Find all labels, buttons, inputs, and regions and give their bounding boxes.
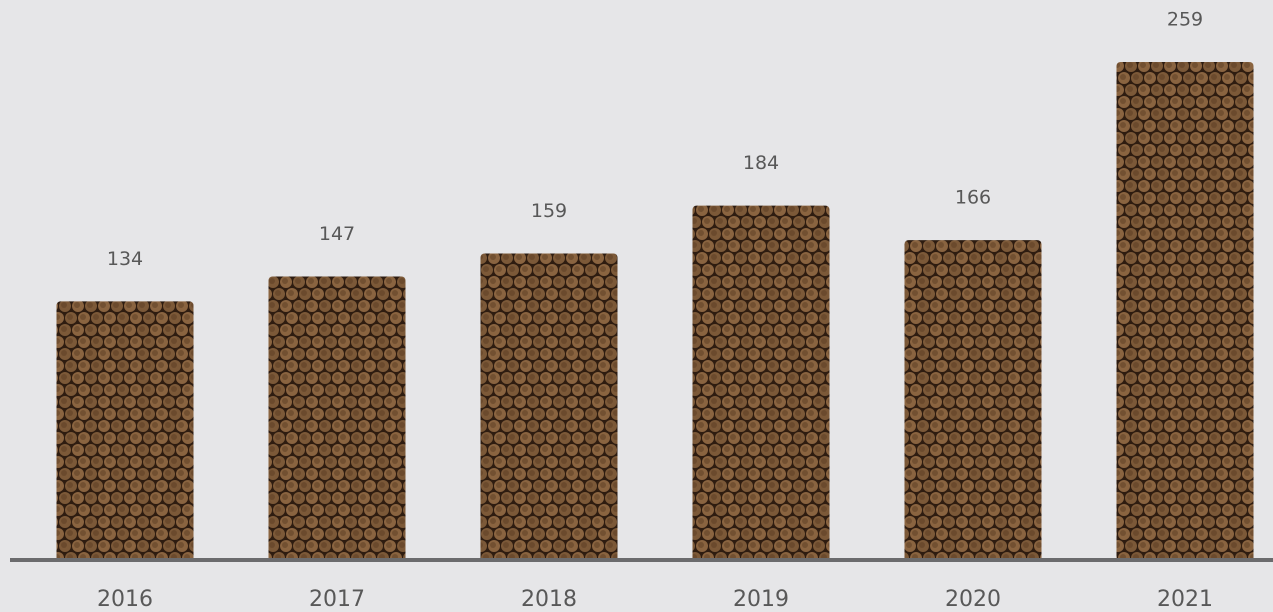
x-tick-label: 2020 [945, 587, 1001, 612]
value-label: 147 [319, 223, 355, 245]
value-label: 134 [107, 248, 143, 270]
bar [268, 276, 406, 562]
value-label: 184 [743, 152, 779, 174]
bar [480, 253, 618, 562]
value-label: 159 [531, 200, 567, 222]
bar [1116, 62, 1254, 562]
bar [692, 205, 830, 563]
x-tick-label: 2016 [97, 587, 153, 612]
bar [904, 240, 1042, 562]
bar [56, 301, 194, 562]
value-label: 259 [1167, 9, 1203, 31]
x-tick-label: 2019 [733, 587, 789, 612]
x-tick-label: 2017 [309, 587, 365, 612]
x-tick-label: 2021 [1157, 587, 1213, 612]
value-label: 166 [955, 187, 991, 209]
x-tick-label: 2018 [521, 587, 577, 612]
